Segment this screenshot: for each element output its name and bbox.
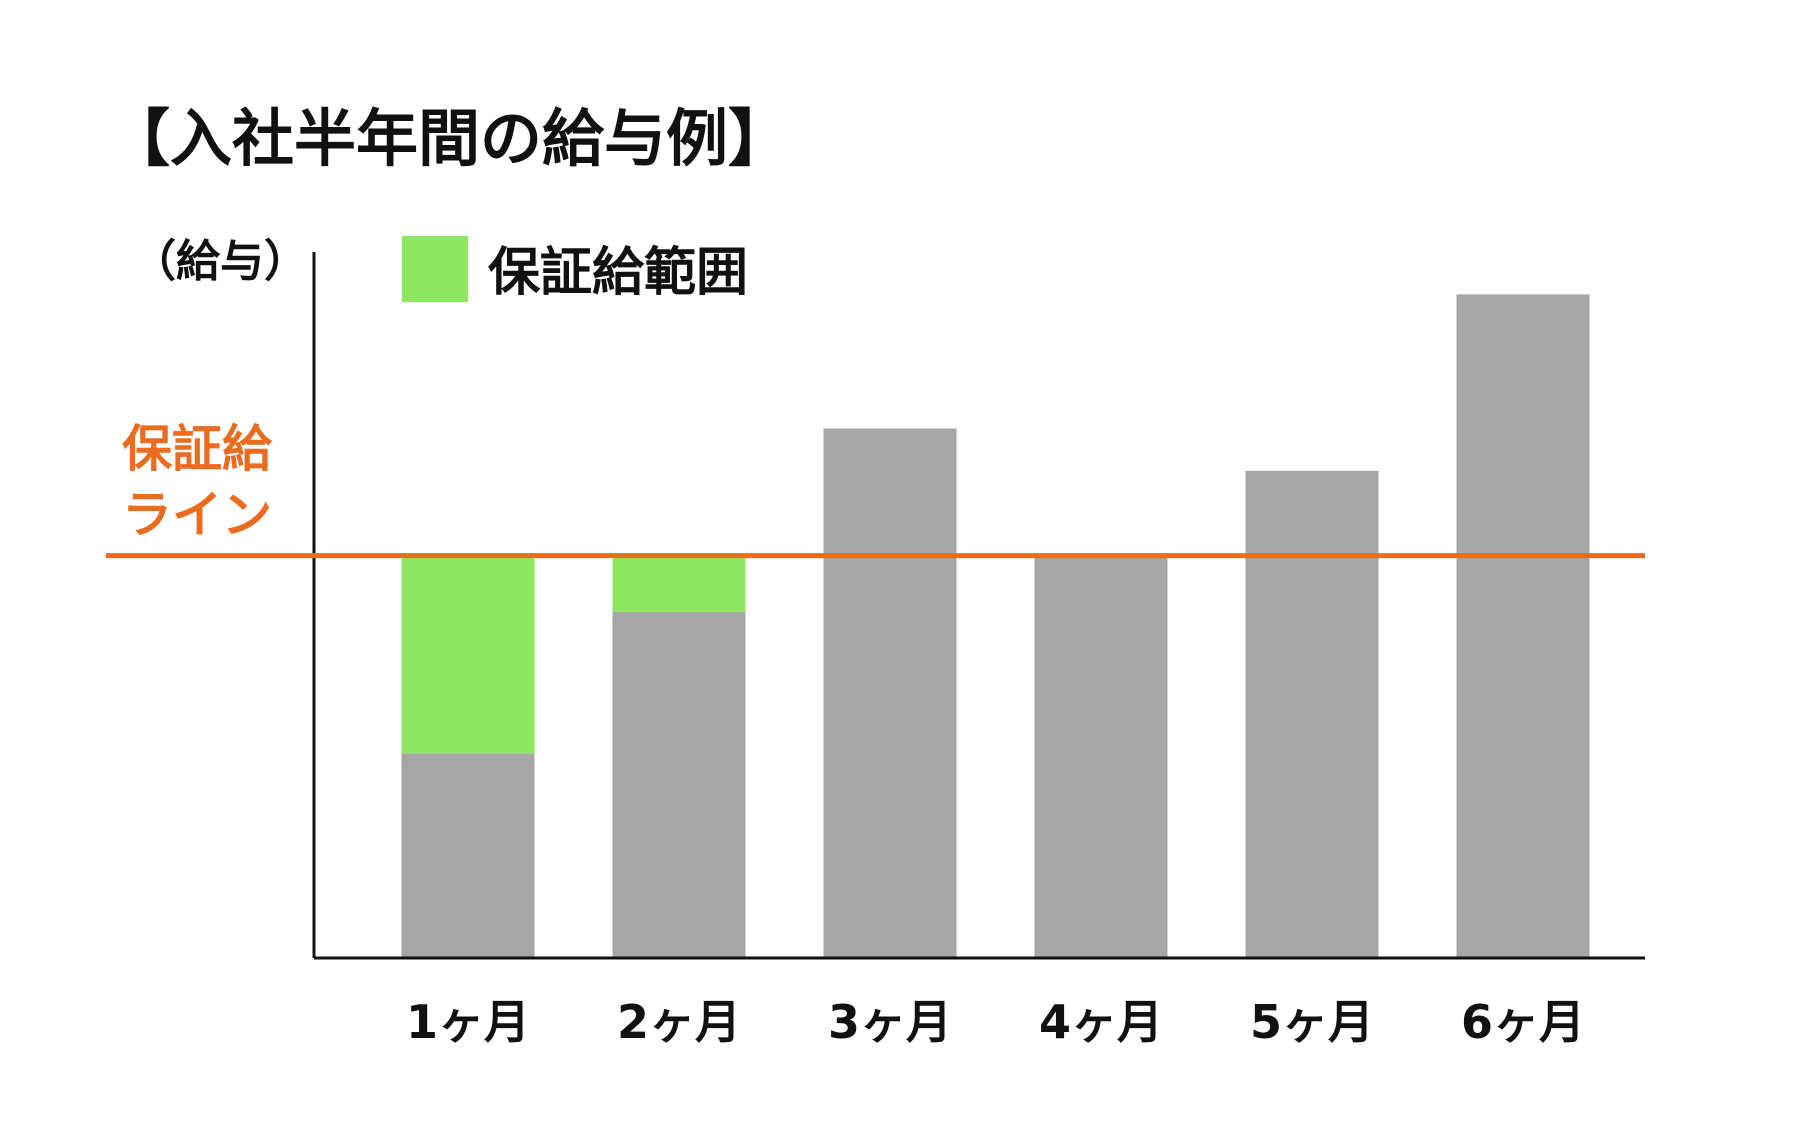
bar-salary-1 [401,753,535,958]
legend-swatch-guarantee-range [402,236,468,302]
bar-salary-4 [1034,555,1168,958]
guarantee-line-label-line2: ライン [122,486,272,544]
y-axis-label: （給与） [132,236,308,287]
x-tick-labels: 1ヶ月 2ヶ月 3ヶ月 4ヶ月 5ヶ月 6ヶ月 [406,995,1585,1049]
bars-layer [401,294,1590,958]
bar-guarantee-range-1 [401,555,535,754]
bar-salary-5 [1245,470,1379,958]
x-tick-label-4: 4ヶ月 [1039,995,1163,1049]
x-tick-label-6: 6ヶ月 [1461,995,1585,1049]
x-tick-label-2: 2ヶ月 [617,995,741,1049]
bar-guarantee-range-2 [612,555,746,613]
x-tick-label-3: 3ヶ月 [828,995,952,1049]
legend-label-guarantee-range: 保証給範囲 [488,243,748,303]
bar-salary-2 [612,612,746,958]
guarantee-line-label-line1: 保証給 [122,420,273,478]
legend: 保証給範囲 [402,236,748,303]
bar-salary-3 [823,428,957,958]
bar-salary-6 [1456,294,1590,958]
x-tick-label-5: 5ヶ月 [1250,995,1374,1049]
chart-title: 【入社半年間の給与例】 [108,102,790,175]
axes [312,252,1645,960]
x-tick-label-1: 1ヶ月 [406,995,530,1049]
